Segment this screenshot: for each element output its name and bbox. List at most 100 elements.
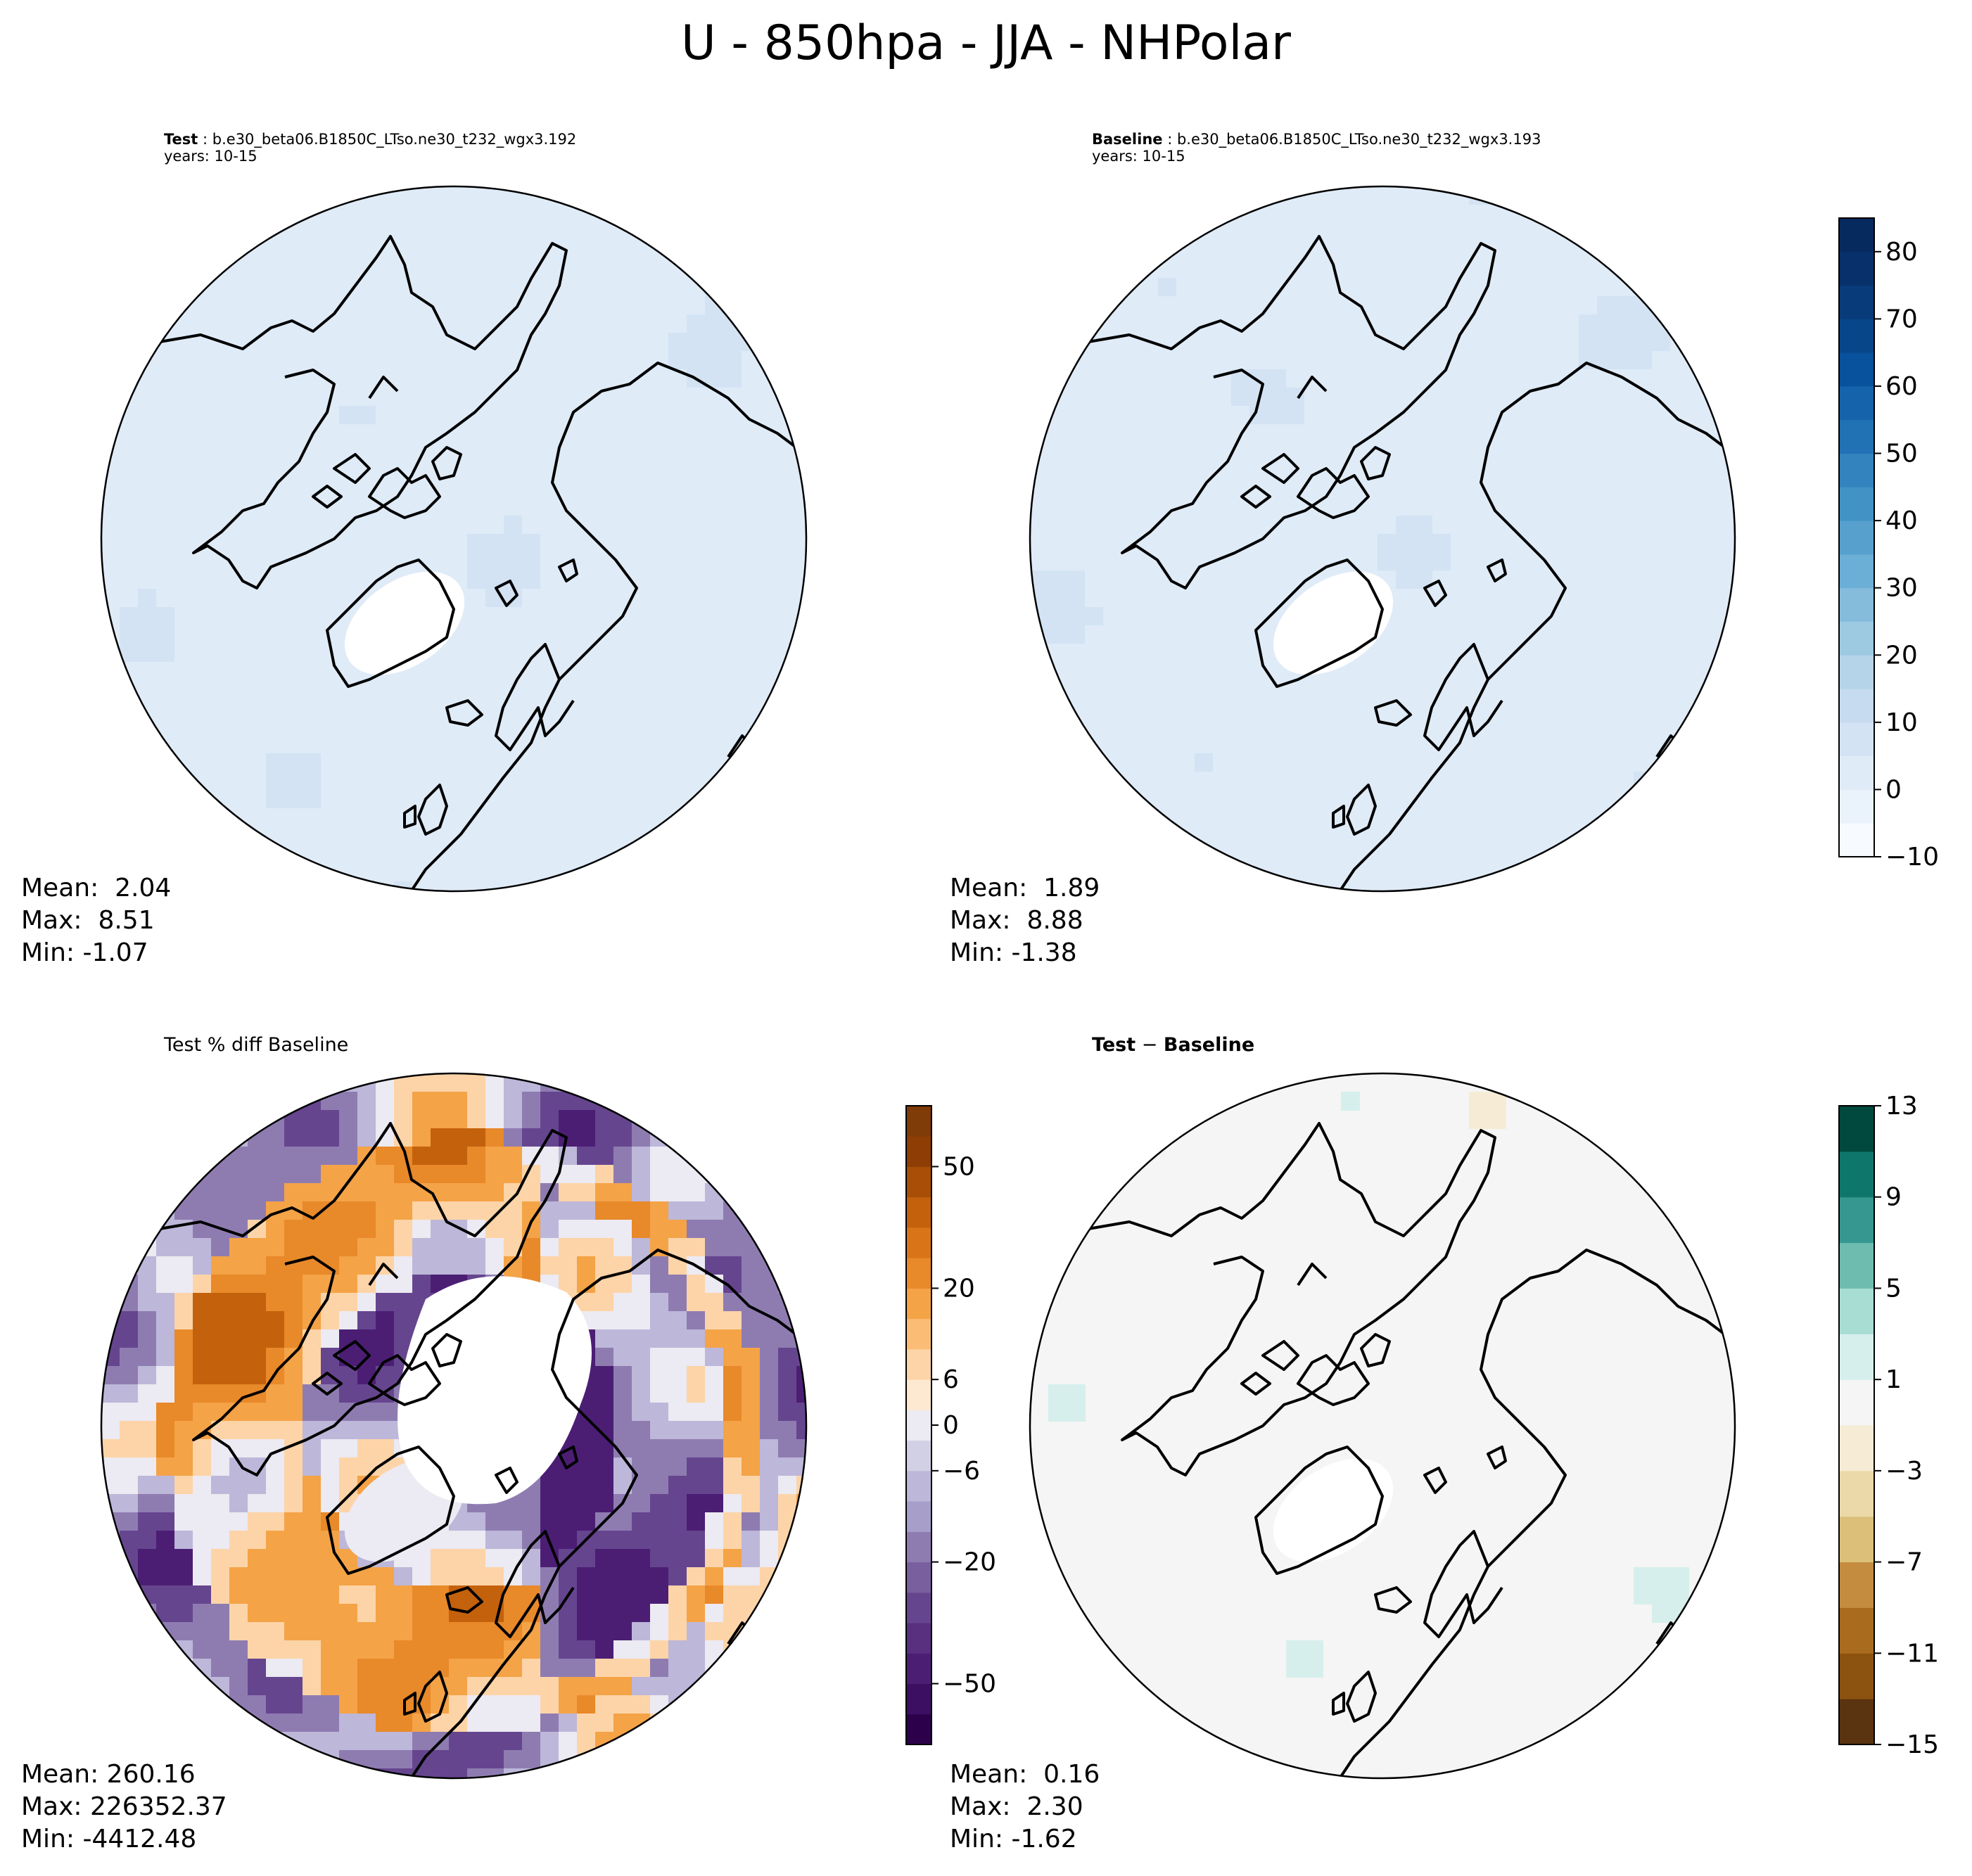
- test-cell: [303, 644, 322, 663]
- baseline-cell: [1579, 589, 1598, 608]
- pctdiff-cell: [449, 1567, 468, 1586]
- pctdiff-cell: [742, 1165, 761, 1184]
- test-cell: [412, 205, 431, 224]
- baseline-cell: [1707, 863, 1726, 882]
- baseline-cell: [1176, 479, 1195, 498]
- pctdiff-cell: [138, 1640, 157, 1659]
- test-cell: [431, 717, 450, 736]
- pctdiff-cell: [650, 1476, 669, 1495]
- baseline-cell: [1085, 388, 1104, 407]
- test-cell: [248, 223, 267, 242]
- test-cell: [778, 351, 797, 370]
- baseline-cell: [1378, 808, 1397, 827]
- pctdiff-cell: [467, 1092, 486, 1111]
- test-cell: [632, 260, 651, 279]
- test-cell: [321, 589, 340, 608]
- test-cell: [559, 753, 578, 772]
- pctdiff-cell: [376, 1732, 395, 1751]
- pctdiff-cell: [357, 1457, 376, 1476]
- baseline-cell: [1359, 351, 1378, 370]
- baseline-cell: [1670, 881, 1689, 891]
- baseline-cell: [1067, 717, 1086, 736]
- baseline-cell: [1103, 607, 1122, 626]
- test-cell: [705, 351, 724, 370]
- baseline-cell: [1140, 351, 1159, 370]
- test-cell: [449, 205, 468, 224]
- baseline-cell: [1121, 662, 1140, 681]
- test-cell: [796, 516, 806, 535]
- test-cell: [357, 772, 376, 791]
- test-cell: [174, 516, 193, 535]
- test-cell: [705, 205, 724, 224]
- pctdiff-cell: [229, 1403, 248, 1422]
- baseline-cell: [1195, 461, 1214, 480]
- baseline-cell: [1286, 772, 1305, 791]
- pctdiff-cell: [778, 1110, 797, 1129]
- test-cell: [467, 241, 486, 260]
- baseline-cell: [1506, 717, 1525, 736]
- baseline-cell: [1597, 424, 1616, 443]
- test-cell: [595, 772, 614, 791]
- pctdiff-cell: [339, 1714, 358, 1733]
- baseline-cell: [1359, 753, 1378, 772]
- pctdiff-cell: [156, 1329, 175, 1348]
- baseline-cell: [1048, 241, 1067, 260]
- pctdiff-cell: [174, 1439, 193, 1458]
- pctdiff-cell: [101, 1549, 120, 1568]
- baseline-cell: [1524, 790, 1543, 809]
- baseline-cell: [1670, 260, 1689, 279]
- baseline-cell: [1597, 863, 1616, 882]
- test-cell: [394, 735, 413, 754]
- pctdiff-cell: [760, 1531, 779, 1550]
- baseline-cell: [1487, 827, 1506, 846]
- test-cell: [668, 351, 687, 370]
- baseline-cell: [1067, 223, 1086, 242]
- pctdiff-cell: [357, 1659, 376, 1678]
- baseline-cell: [1487, 644, 1506, 663]
- test-cell: [321, 772, 340, 791]
- pctdiff-cell: [668, 1750, 687, 1769]
- baseline-cell: [1268, 698, 1287, 717]
- test-cell: [120, 186, 139, 205]
- pctdiff-cell: [156, 1476, 175, 1495]
- pctdiff-cell: [650, 1201, 669, 1220]
- pctdiff-cell: [138, 1110, 157, 1129]
- test-label: Test: [164, 131, 198, 148]
- baseline-cell: [1213, 863, 1232, 882]
- baseline-cell: [1195, 680, 1214, 699]
- baseline-cell: [1579, 570, 1598, 589]
- baseline-cell: [1725, 570, 1735, 589]
- test-cell: [193, 881, 212, 891]
- baseline-cell: [1597, 406, 1616, 425]
- baseline-colorbar-tick-label: 70: [1885, 305, 1918, 333]
- baseline-cell: [1688, 863, 1707, 882]
- pctdiff-cell: [321, 1457, 340, 1476]
- test-cell: [431, 369, 450, 388]
- pctdiff-cell: [394, 1604, 413, 1623]
- baseline-cell: [1176, 845, 1195, 864]
- test-cell: [632, 296, 651, 315]
- test-cell: [796, 442, 806, 461]
- pctdiff-cell: [376, 1293, 395, 1312]
- pctdiff-cell: [339, 1183, 358, 1202]
- pctdiff-cell: [248, 1659, 267, 1678]
- pctdiff-cell: [613, 1165, 632, 1184]
- test-cell: [193, 241, 212, 260]
- baseline-cell: [1615, 662, 1634, 681]
- baseline-cell: [1048, 772, 1067, 791]
- baseline-cell: [1432, 497, 1451, 516]
- pctdiff-cell: [394, 1183, 413, 1202]
- test-cell: [485, 881, 504, 891]
- baseline-cell: [1378, 845, 1397, 864]
- pctdiff-cell: [796, 1695, 806, 1714]
- baseline-cell: [1451, 552, 1470, 571]
- baseline-cell: [1615, 388, 1634, 407]
- test-cell: [742, 625, 761, 644]
- test-cell: [449, 534, 468, 553]
- pctdiff-cell: [467, 1201, 486, 1220]
- pctdiff-cell: [156, 1512, 175, 1531]
- baseline-cell: [1176, 314, 1195, 333]
- baseline-cell: [1524, 680, 1543, 699]
- baseline-cell: [1103, 735, 1122, 754]
- baseline-cell: [1085, 753, 1104, 772]
